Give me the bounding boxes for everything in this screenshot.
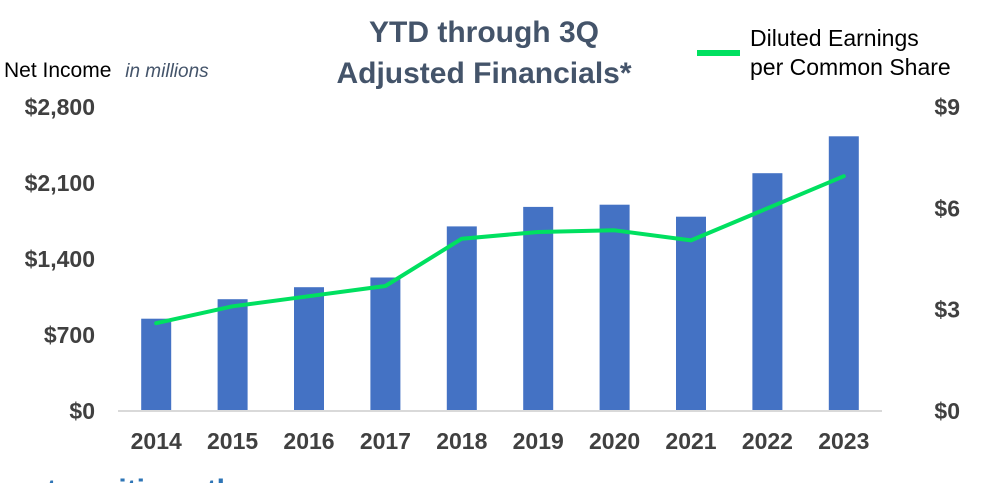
bar-2016 <box>294 287 324 411</box>
eps-line <box>154 174 846 326</box>
left-tick-label: $1,400 <box>25 246 95 272</box>
y-axis-label: Net Income in millions <box>4 59 209 82</box>
bar-2018 <box>446 226 477 411</box>
left-tick-label: $0 <box>69 398 95 424</box>
bar-2021 <box>676 216 706 411</box>
x-axis-ticks: 2014 2015 2016 2017 2018 2019 2020 2021 2022 2023 <box>131 428 870 454</box>
x-tick-label-2023: 2023 <box>818 428 869 454</box>
x-tick-label-2018: 2018 <box>436 428 487 454</box>
bar-2019 <box>523 206 554 411</box>
left-tick-label: $2,100 <box>25 170 95 196</box>
legend-label-line-1: Diluted Earnings <box>750 25 919 51</box>
right-tick-label: $9 <box>934 94 960 120</box>
footer-text: st positions th <box>30 474 235 483</box>
line-series-group <box>154 174 846 326</box>
x-tick-label-2021: 2021 <box>665 428 716 454</box>
y-axis-label-name: Net Income <box>4 59 111 82</box>
bar-2017 <box>370 277 401 411</box>
y-axis-label-unit: in millions <box>125 61 209 82</box>
x-tick-label-2020: 2020 <box>589 428 640 454</box>
chart-title-line-2: Adjusted Financials* <box>336 57 631 90</box>
x-tick-label-2014: 2014 <box>131 428 182 454</box>
right-tick-label: $0 <box>934 398 960 424</box>
x-tick-label-2016: 2016 <box>283 428 334 454</box>
left-axis-ticks: $0 $700 $1,400 $2,100 $2,800 <box>25 94 95 424</box>
x-tick-label-2017: 2017 <box>360 428 411 454</box>
chart-title-line-1: YTD through 3Q <box>369 16 599 49</box>
x-tick-label-2019: 2019 <box>513 428 564 454</box>
x-tick-label-2022: 2022 <box>742 428 793 454</box>
bar-2014 <box>141 318 172 411</box>
bars-group <box>141 136 859 412</box>
right-axis-ticks: $0 $3 $6 $9 <box>934 94 960 424</box>
left-tick-label: $2,800 <box>25 94 95 120</box>
left-tick-label: $700 <box>44 322 95 348</box>
bar-2020 <box>599 204 630 411</box>
x-tick-label-2015: 2015 <box>207 428 258 454</box>
legend-label-line-2: per Common Share <box>750 54 951 80</box>
right-tick-label: $3 <box>934 297 960 323</box>
right-tick-label: $6 <box>934 195 960 221</box>
bar-2015 <box>217 299 248 411</box>
